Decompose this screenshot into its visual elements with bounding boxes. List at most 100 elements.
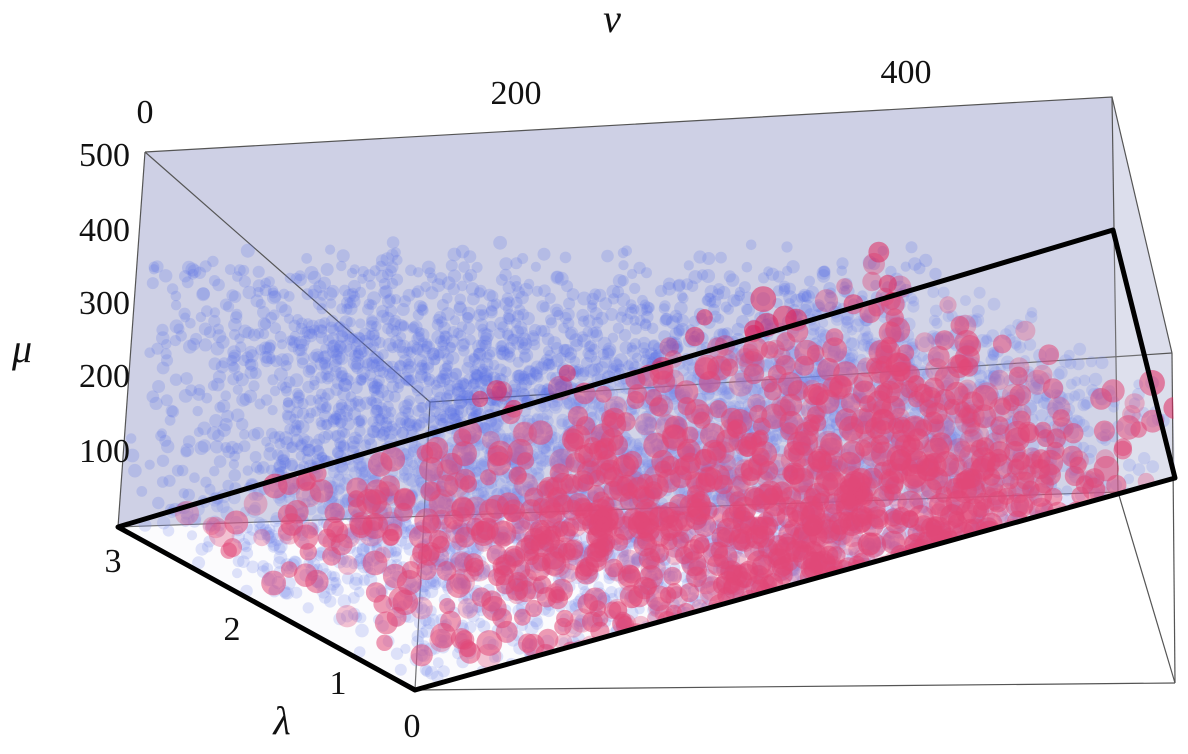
data-point: [750, 351, 763, 365]
data-point: [732, 642, 747, 657]
data-point: [1031, 532, 1042, 543]
data-point: [668, 658, 680, 670]
data-point: [926, 415, 940, 428]
data-point: [423, 524, 438, 539]
data-point: [1094, 619, 1108, 633]
data-point: [297, 398, 309, 410]
data-point: [917, 603, 929, 616]
data-point: [726, 632, 738, 644]
data-point: [899, 572, 913, 587]
data-point: [512, 604, 526, 618]
data-point: [916, 616, 930, 630]
data-point: [751, 383, 764, 396]
data-point: [860, 593, 871, 604]
data-point: [741, 303, 753, 316]
data-point: [464, 269, 478, 282]
data-point: [354, 532, 367, 545]
data-point: [860, 315, 872, 327]
data-point: [501, 502, 514, 515]
data-point: [633, 457, 645, 470]
data-point: [433, 504, 447, 518]
data-point: [447, 247, 462, 262]
data-point: [757, 386, 769, 399]
data-point: [932, 581, 944, 593]
data-point: [988, 566, 1002, 580]
data-point: [776, 467, 788, 479]
data-point: [780, 532, 793, 545]
data-point: [831, 626, 845, 640]
data-point: [922, 429, 935, 442]
data-point: [863, 566, 876, 579]
data-point: [1102, 574, 1113, 586]
data-point: [876, 576, 890, 591]
data-point: [395, 495, 408, 508]
data-point: [720, 301, 732, 313]
data-point: [922, 598, 934, 610]
data-point: [1128, 498, 1140, 510]
data-point: [1032, 550, 1045, 563]
data-point: [559, 251, 572, 264]
data-point: [924, 573, 937, 587]
data-point: [913, 262, 926, 275]
data-point: [943, 428, 958, 443]
data-point: [735, 416, 749, 429]
data-point: [838, 578, 850, 590]
data-point: [922, 353, 935, 366]
data-point: [789, 527, 803, 541]
data-point: [189, 472, 200, 484]
data-point: [602, 345, 616, 359]
data-point: [629, 338, 642, 350]
data-point: [832, 575, 846, 589]
data-point: [820, 618, 835, 633]
data-point: [267, 405, 278, 416]
data-point: [975, 539, 986, 550]
box-edge-right-bottom: [1117, 491, 1176, 684]
data-point: [1000, 615, 1012, 626]
data-point: [432, 657, 444, 669]
box-edge-back-bottom: [117, 491, 1119, 528]
data-point: [721, 382, 734, 395]
data-point: [405, 524, 417, 535]
data-point: [382, 544, 397, 558]
data-point: [530, 261, 542, 272]
box-edge-right-back: [1111, 96, 1119, 493]
data-point: [445, 259, 458, 272]
data-point: [1035, 594, 1049, 608]
data-point: [807, 596, 818, 607]
data-point: [845, 578, 857, 590]
data-point: [458, 523, 471, 535]
data-point: [996, 510, 1008, 522]
data-point: [509, 530, 521, 542]
data-point: [1140, 621, 1152, 633]
data-point: [934, 594, 948, 608]
data-point: [843, 619, 858, 634]
data-point: [676, 626, 690, 639]
data-point: [323, 482, 334, 494]
data-point: [701, 633, 714, 646]
data-point: [873, 545, 884, 557]
data-point: [402, 398, 414, 410]
data-point: [1029, 596, 1043, 610]
data-point: [856, 353, 867, 365]
data-point: [573, 364, 585, 375]
data-point: [966, 584, 978, 596]
data-point: [1050, 467, 1061, 478]
data-point: [187, 268, 199, 280]
data-point: [355, 318, 366, 329]
data-point: [353, 415, 365, 427]
data-point: [621, 313, 634, 326]
data-point: [986, 533, 998, 545]
data-point: [1039, 429, 1052, 442]
data-point: [482, 583, 495, 596]
data-point: [1076, 647, 1089, 661]
data-point: [193, 266, 207, 279]
data-point: [835, 530, 848, 543]
data-point: [886, 578, 898, 590]
data-point: [609, 485, 621, 496]
data-point: [668, 392, 681, 405]
data-point: [756, 534, 770, 548]
data-point: [511, 526, 525, 540]
data-point: [1064, 527, 1078, 541]
data-point: [873, 600, 886, 613]
data-point: [1004, 539, 1017, 551]
